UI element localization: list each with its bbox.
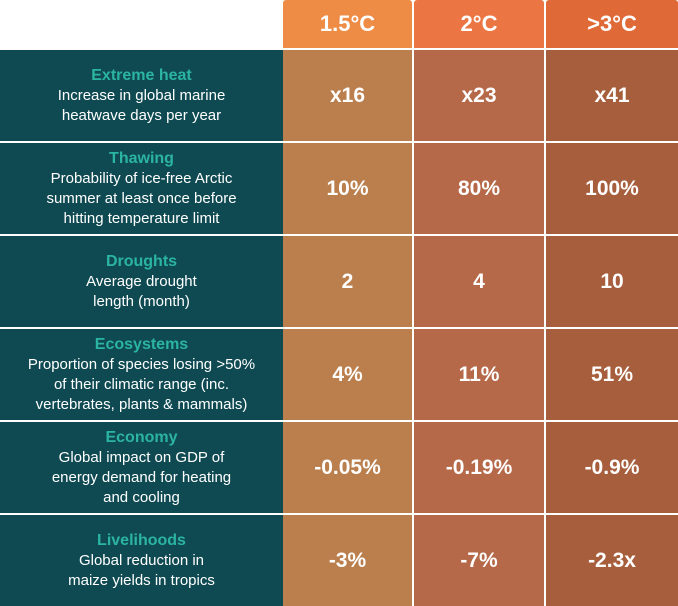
row-title: Economy (105, 428, 178, 446)
row-label-ecosystems: Ecosystems Proportion of species losing >… (0, 327, 283, 420)
column-separator (544, 513, 546, 606)
value-cell: 2 (283, 234, 412, 327)
column-separator (412, 48, 414, 141)
row-title: Livelihoods (97, 531, 186, 549)
row-label-droughts: Droughts Average drought length (month) (0, 234, 283, 327)
row-title: Droughts (105, 252, 178, 270)
row-label-thawing: Thawing Probability of ice-free Arctic su… (0, 141, 283, 234)
column-separator (544, 48, 546, 141)
value-cell: x23 (414, 48, 544, 141)
row-description: Average drought length (month) (86, 272, 197, 310)
value-cell: 10 (546, 234, 678, 327)
column-header-1-5c: 1.5°C (283, 0, 412, 48)
column-header-2c: 2°C (414, 0, 544, 48)
value-cell: -3% (283, 513, 412, 606)
row-description: Global reduction in maize yields in trop… (68, 551, 215, 589)
column-separator (412, 420, 414, 513)
column-separator (544, 327, 546, 420)
column-separator (412, 513, 414, 606)
value-cell: x41 (546, 48, 678, 141)
table-corner (0, 0, 283, 48)
column-separator (412, 327, 414, 420)
value-cell: -0.05% (283, 420, 412, 513)
value-cell: -0.19% (414, 420, 544, 513)
column-separator (544, 0, 546, 48)
column-separator (544, 141, 546, 234)
column-separator (412, 234, 414, 327)
row-description: Increase in global marine heatwave days … (57, 86, 226, 124)
value-cell: 11% (414, 327, 544, 420)
value-cell: -7% (414, 513, 544, 606)
value-cell: x16 (283, 48, 412, 141)
row-description: Proportion of species losing >50% of the… (27, 355, 256, 413)
column-separator (412, 141, 414, 234)
value-cell: 4% (283, 327, 412, 420)
column-separator (544, 234, 546, 327)
column-separator (544, 420, 546, 513)
row-title: Extreme heat (91, 66, 192, 84)
row-title: Ecosystems (94, 335, 189, 353)
row-title: Thawing (109, 149, 174, 167)
row-description: Probability of ice-free Arctic summer at… (46, 169, 237, 227)
value-cell: 100% (546, 141, 678, 234)
value-cell: 51% (546, 327, 678, 420)
column-header-3c-plus: >3°C (546, 0, 678, 48)
row-description: Global impact on GDP of energy demand fo… (51, 448, 232, 506)
value-cell: 4 (414, 234, 544, 327)
value-cell: -2.3x (546, 513, 678, 606)
row-label-economy: Economy Global impact on GDP of energy de… (0, 420, 283, 513)
value-cell: -0.9% (546, 420, 678, 513)
column-separator (412, 0, 414, 48)
row-label-livelihoods: Livelihoods Global reduction in maize yie… (0, 513, 283, 606)
value-cell: 80% (414, 141, 544, 234)
row-label-extreme-heat: Extreme heat Increase in global marine he… (0, 48, 283, 141)
value-cell: 10% (283, 141, 412, 234)
